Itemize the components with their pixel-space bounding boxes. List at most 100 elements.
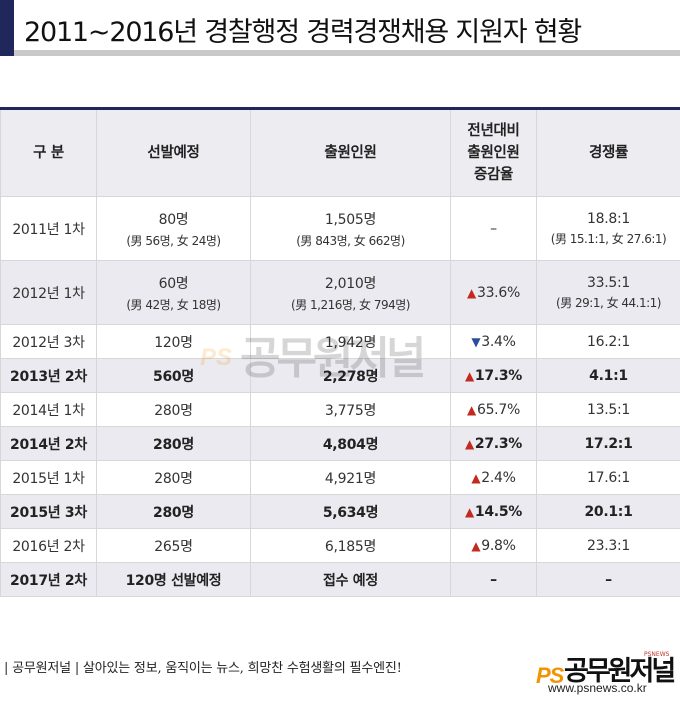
cell-ratio: 13.5:1 bbox=[536, 392, 680, 427]
footer: | 공무원저널 | 살아있는 정보, 움직이는 뉴스, 희망찬 수험생활의 필수… bbox=[0, 645, 680, 726]
cell-planned-value: 560명 bbox=[153, 368, 194, 385]
cell-applicants: 2,010명 (男 1,216명, 女 794명) bbox=[250, 260, 451, 325]
page-title: 2011~2016년 경찰행정 경력경쟁채용 지원자 현황 bbox=[24, 17, 582, 48]
table-body: 2011년 1차 80명 (男 56명, 女 24명) 1,505명 (男 843명, … bbox=[0, 196, 680, 597]
arrow-up-icon: ▲ bbox=[464, 504, 474, 519]
table-row: 2013년 2차 560명 2,278명 ▲17.3% 4.1:1 bbox=[0, 358, 680, 393]
table-header-row: 구 분 선발예정 출원인원 전년대비 출원인원 증감율 경쟁률 bbox=[0, 108, 680, 197]
table-row: 2011년 1차 80명 (男 56명, 女 24명) 1,505명 (男 843명, … bbox=[0, 196, 680, 261]
cell-planned: 265명 bbox=[96, 528, 251, 563]
cell-applicants-breakdown: (男 843명, 女 662명) bbox=[296, 233, 405, 248]
header-applicants: 출원인원 bbox=[250, 108, 451, 197]
arrow-up-icon: ▲ bbox=[471, 470, 481, 485]
cell-applicants: 1,942명 bbox=[250, 324, 451, 359]
cell-ratio: 33.5:1 (男 29:1, 女 44.1:1) bbox=[536, 260, 680, 325]
cell-ratio-value: – bbox=[605, 571, 612, 588]
header-change: 전년대비 출원인원 증감율 bbox=[450, 108, 537, 197]
cell-period-value: 2013년 2차 bbox=[10, 368, 87, 385]
cell-ratio-value: 17.2:1 bbox=[584, 435, 633, 452]
cell-period: 2012년 1차 bbox=[0, 260, 97, 325]
table-row: 2016년 2차 265명 6,185명 ▲9.8% 23.3:1 bbox=[0, 528, 680, 563]
cell-change: ▲17.3% bbox=[450, 358, 537, 393]
cell-period-value: 2014년 1차 bbox=[12, 402, 85, 419]
cell-planned: 280명 bbox=[96, 426, 251, 461]
table-row: 2015년 1차 280명 4,921명 ▲2.4% 17.6:1 bbox=[0, 460, 680, 495]
table-row: 2014년 2차 280명 4,804명 ▲27.3% 17.2:1 bbox=[0, 426, 680, 461]
cell-planned: 280명 bbox=[96, 494, 251, 529]
cell-ratio: 18.8:1 (男 15.1:1, 女 27.6:1) bbox=[536, 196, 680, 261]
cell-ratio-breakdown: (男 15.1:1, 女 27.6:1) bbox=[550, 231, 667, 246]
cell-change: ▲65.7% bbox=[450, 392, 537, 427]
cell-planned: 120명 선발예정 bbox=[96, 562, 251, 597]
cell-ratio-value: 20.1:1 bbox=[584, 503, 633, 520]
cell-applicants-value: 4,921명 bbox=[324, 470, 377, 487]
cell-ratio-value: 4.1:1 bbox=[589, 367, 628, 384]
logo-brand: 공무원저널 bbox=[564, 656, 676, 687]
cell-planned-value: 60명 bbox=[158, 275, 189, 292]
cell-planned: 280명 bbox=[96, 392, 251, 427]
logo-ps-mark: PS bbox=[536, 663, 564, 688]
site-url-link[interactable]: www.psnews.co.kr bbox=[548, 681, 647, 695]
cell-period: 2015년 1차 bbox=[0, 460, 97, 495]
cell-planned: 560명 bbox=[96, 358, 251, 393]
cell-planned-value: 265명 bbox=[154, 538, 193, 555]
cell-ratio: 16.2:1 bbox=[536, 324, 680, 359]
cell-applicants: 접수 예정 bbox=[250, 562, 451, 597]
cell-period-value: 2012년 3차 bbox=[12, 334, 85, 351]
cell-planned-value: 80명 bbox=[158, 211, 189, 228]
cell-period-value: 2016년 2차 bbox=[12, 538, 85, 555]
cell-planned: 80명 (男 56명, 女 24명) bbox=[96, 196, 251, 261]
cell-period-value: 2017년 2차 bbox=[10, 572, 87, 589]
cell-period: 2014년 2차 bbox=[0, 426, 97, 461]
cell-applicants-value: 2,278명 bbox=[322, 368, 379, 385]
cell-ratio-value: 17.6:1 bbox=[587, 469, 630, 486]
cell-period-value: 2015년 1차 bbox=[12, 470, 85, 487]
cell-change-value: 33.6% bbox=[476, 284, 520, 301]
cell-applicants-value: 1,505명 bbox=[324, 211, 377, 228]
header-ratio: 경쟁률 bbox=[536, 108, 680, 197]
cell-change: – bbox=[450, 562, 537, 597]
cell-change: ▲2.4% bbox=[450, 460, 537, 495]
cell-applicants: 3,775명 bbox=[250, 392, 451, 427]
cell-applicants: 4,804명 bbox=[250, 426, 451, 461]
cell-planned-value: 280명 bbox=[153, 436, 194, 453]
applicant-table: 구 분 선발예정 출원인원 전년대비 출원인원 증감율 경쟁률 2011년 1차… bbox=[0, 107, 680, 597]
cell-change: ▲27.3% bbox=[450, 426, 537, 461]
cell-period: 2013년 2차 bbox=[0, 358, 97, 393]
cell-applicants-value: 4,804명 bbox=[322, 436, 379, 453]
cell-change: ▲33.6% bbox=[450, 260, 537, 325]
logo-mini-text: PSNEWS bbox=[644, 651, 670, 658]
cell-planned-value: 280명 bbox=[154, 470, 193, 487]
cell-change-value: 17.3% bbox=[474, 367, 522, 384]
cell-planned-value: 280명 bbox=[154, 402, 193, 419]
cell-period: 2017년 2차 bbox=[0, 562, 97, 597]
cell-change-value: 2.4% bbox=[481, 469, 516, 486]
cell-applicants-value: 6,185명 bbox=[324, 538, 377, 555]
cell-period-value: 2011년 1차 bbox=[12, 221, 85, 238]
cell-applicants: 2,278명 bbox=[250, 358, 451, 393]
cell-ratio-value: 33.5:1 bbox=[587, 274, 630, 291]
table-row: 2014년 1차 280명 3,775명 ▲65.7% 13.5:1 bbox=[0, 392, 680, 427]
cell-ratio: – bbox=[536, 562, 680, 597]
cell-change: ▼3.4% bbox=[450, 324, 537, 359]
cell-change-value: 65.7% bbox=[476, 401, 520, 418]
cell-ratio-breakdown: (男 29:1, 女 44.1:1) bbox=[556, 295, 661, 310]
cell-period: 2012년 3차 bbox=[0, 324, 97, 359]
cell-ratio: 23.3:1 bbox=[536, 528, 680, 563]
footer-slogan: | 공무원저널 | 살아있는 정보, 움직이는 뉴스, 희망찬 수험생활의 필수… bbox=[4, 661, 402, 676]
cell-change-value: 14.5% bbox=[474, 503, 522, 520]
cell-ratio: 4.1:1 bbox=[536, 358, 680, 393]
cell-ratio: 17.6:1 bbox=[536, 460, 680, 495]
psnews-logo[interactable]: PS 공무원저널 PSNEWS bbox=[536, 649, 676, 699]
cell-ratio: 17.2:1 bbox=[536, 426, 680, 461]
header-period: 구 분 bbox=[0, 108, 97, 197]
cell-ratio-value: 18.8:1 bbox=[587, 210, 630, 227]
cell-applicants: 6,185명 bbox=[250, 528, 451, 563]
cell-period-value: 2015년 3차 bbox=[10, 504, 87, 521]
cell-change-value: 9.8% bbox=[481, 537, 516, 554]
cell-period: 2014년 1차 bbox=[0, 392, 97, 427]
cell-change-value: 27.3% bbox=[474, 435, 522, 452]
cell-change-value: – bbox=[490, 220, 497, 237]
cell-ratio-value: 16.2:1 bbox=[587, 333, 630, 350]
cell-planned: 120명 bbox=[96, 324, 251, 359]
